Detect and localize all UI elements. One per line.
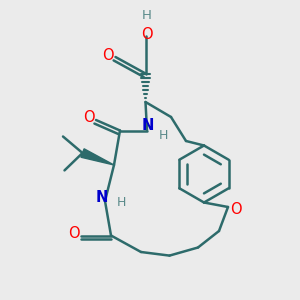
Text: H: H bbox=[142, 9, 152, 22]
Text: H: H bbox=[117, 196, 126, 209]
Text: O: O bbox=[69, 226, 80, 242]
Text: O: O bbox=[141, 27, 153, 42]
Polygon shape bbox=[81, 149, 114, 165]
Text: N: N bbox=[142, 118, 154, 134]
Text: H: H bbox=[159, 129, 168, 142]
Text: O: O bbox=[102, 48, 114, 63]
Text: N: N bbox=[96, 190, 108, 205]
Text: O: O bbox=[230, 202, 241, 217]
Text: O: O bbox=[84, 110, 95, 125]
